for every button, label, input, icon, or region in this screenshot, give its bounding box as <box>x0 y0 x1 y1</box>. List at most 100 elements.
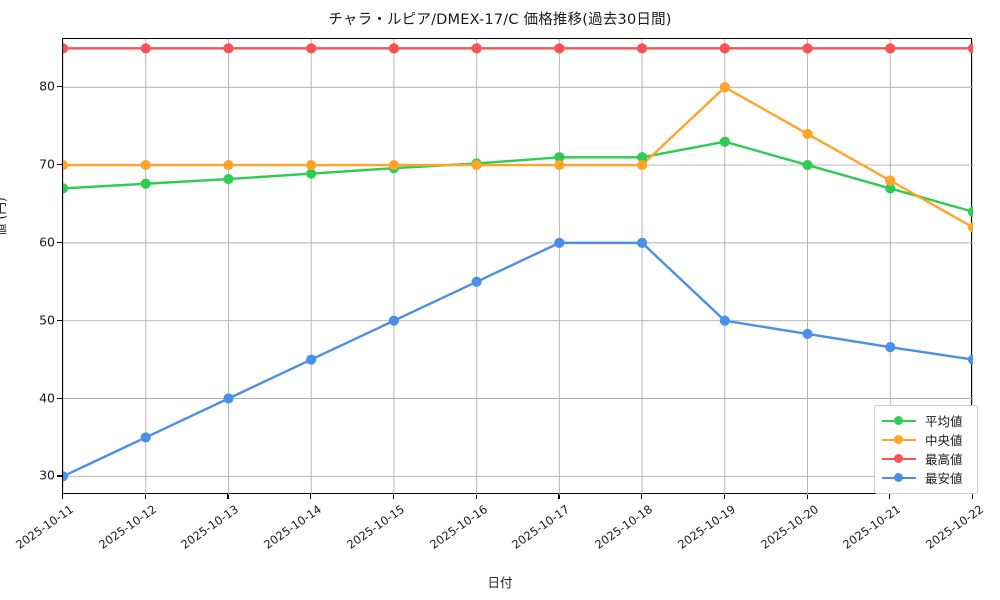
x-tick-label: 2025-10-18 <box>592 502 656 552</box>
data-point-最高値 <box>388 43 400 54</box>
data-point-中央値 <box>388 159 400 171</box>
legend-swatch-icon <box>882 452 916 466</box>
data-point-平均値 <box>223 173 234 185</box>
plot-svg <box>63 39 973 495</box>
data-point-中央値 <box>967 222 973 233</box>
data-point-最安値 <box>885 342 896 353</box>
data-point-中央値 <box>636 159 648 171</box>
data-point-中央値 <box>885 175 896 186</box>
data-point-最高値 <box>63 43 69 54</box>
y-tick-label: 40 <box>39 390 55 405</box>
legend-label: 平均値 <box>925 414 963 429</box>
y-tick-mark <box>57 319 62 321</box>
y-tick-mark <box>57 475 62 477</box>
data-point-最安値 <box>388 315 400 326</box>
legend-swatch-icon <box>882 433 916 447</box>
x-tick-mark <box>392 494 395 499</box>
data-point-最安値 <box>223 393 234 404</box>
data-point-平均値 <box>306 168 317 179</box>
x-tick-mark <box>558 494 560 499</box>
data-point-最高値 <box>471 43 482 54</box>
data-point-最高値 <box>554 43 565 54</box>
legend-item-最高値[interactable]: 最高値 <box>882 449 970 468</box>
data-point-最高値 <box>967 43 973 54</box>
y-tick-label: 50 <box>39 312 55 328</box>
data-point-最安値 <box>471 276 482 287</box>
x-tick-label: 2025-10-22 <box>923 502 987 552</box>
chart-legend: 平均値中央値最高値最安値 <box>874 405 978 494</box>
data-point-最安値 <box>802 328 813 340</box>
x-tick-mark <box>62 494 64 499</box>
data-point-平均値 <box>63 183 69 194</box>
x-tick-label: 2025-10-17 <box>509 502 573 552</box>
data-point-最安値 <box>306 354 317 365</box>
data-point-最安値 <box>636 237 648 248</box>
x-tick-label: 2025-10-11 <box>13 502 77 552</box>
data-point-最安値 <box>554 237 565 248</box>
x-tick-label: 2025-10-14 <box>261 502 325 552</box>
data-point-平均値 <box>140 178 151 189</box>
y-tick-mark <box>57 86 62 88</box>
data-point-平均値 <box>967 206 973 217</box>
legend-swatch-icon <box>882 471 916 485</box>
data-point-最高値 <box>140 43 151 54</box>
x-tick-mark <box>144 494 146 499</box>
x-tick-label: 2025-10-19 <box>675 502 738 552</box>
legend-item-中央値[interactable]: 中央値 <box>882 430 970 449</box>
data-point-中央値 <box>140 159 151 171</box>
legend-item-最安値[interactable]: 最安値 <box>882 468 970 487</box>
x-tick-label: 2025-10-13 <box>178 502 242 552</box>
data-point-中央値 <box>471 159 482 171</box>
legend-swatch-icon <box>882 414 916 428</box>
series-line-中央値 <box>63 86 973 229</box>
data-point-最高値 <box>802 43 813 54</box>
y-tick-label: 80 <box>39 78 55 94</box>
data-point-中央値 <box>223 159 234 171</box>
data-point-中央値 <box>63 159 69 171</box>
x-tick-label: 2025-10-16 <box>426 502 490 552</box>
legend-label: 最高値 <box>925 452 963 467</box>
x-tick-mark <box>641 494 643 499</box>
x-tick-label: 2025-10-21 <box>840 502 904 552</box>
y-tick-mark <box>57 397 62 399</box>
y-tick-mark <box>57 164 62 166</box>
data-point-最高値 <box>885 43 896 54</box>
legend-label: 中央値 <box>925 433 963 448</box>
x-tick-mark <box>227 494 229 499</box>
x-tick-mark <box>475 494 477 499</box>
x-axis-label: 日付 <box>487 575 513 590</box>
series-line-平均値 <box>63 140 973 213</box>
data-point-最高値 <box>306 43 317 54</box>
y-tick-label: 70 <box>39 156 55 172</box>
data-point-平均値 <box>802 159 813 171</box>
y-tick-label: 60 <box>39 234 55 250</box>
x-tick-mark <box>889 494 891 499</box>
plot-area <box>62 38 973 495</box>
chart-title: チャラ・ルピア/DMEX-17/C 価格推移(過去30日間) <box>328 12 672 28</box>
x-tick-mark <box>310 494 312 499</box>
x-tick-mark <box>972 494 974 499</box>
x-tick-mark <box>723 494 725 499</box>
data-point-最高値 <box>223 43 234 54</box>
legend-item-平均値[interactable]: 平均値 <box>882 411 970 430</box>
data-point-最安値 <box>63 471 69 482</box>
data-point-最安値 <box>967 354 973 365</box>
x-tick-mark <box>806 494 808 499</box>
data-point-最安値 <box>140 432 151 443</box>
x-tick-label: 2025-10-15 <box>344 502 407 552</box>
data-point-中央値 <box>306 159 317 171</box>
x-tick-label: 2025-10-20 <box>757 502 821 552</box>
data-point-中央値 <box>802 128 813 140</box>
y-axis-label: 値 (円) <box>0 197 8 236</box>
series-line-最安値 <box>63 241 973 478</box>
data-point-平均値 <box>719 136 730 147</box>
legend-label: 最安値 <box>925 471 963 486</box>
y-tick-mark <box>57 241 62 244</box>
data-point-中央値 <box>719 82 730 93</box>
data-point-最安値 <box>719 315 730 326</box>
y-tick-label: 30 <box>39 467 55 483</box>
data-point-最高値 <box>636 43 648 54</box>
data-point-最高値 <box>719 43 730 54</box>
data-point-中央値 <box>554 159 565 171</box>
